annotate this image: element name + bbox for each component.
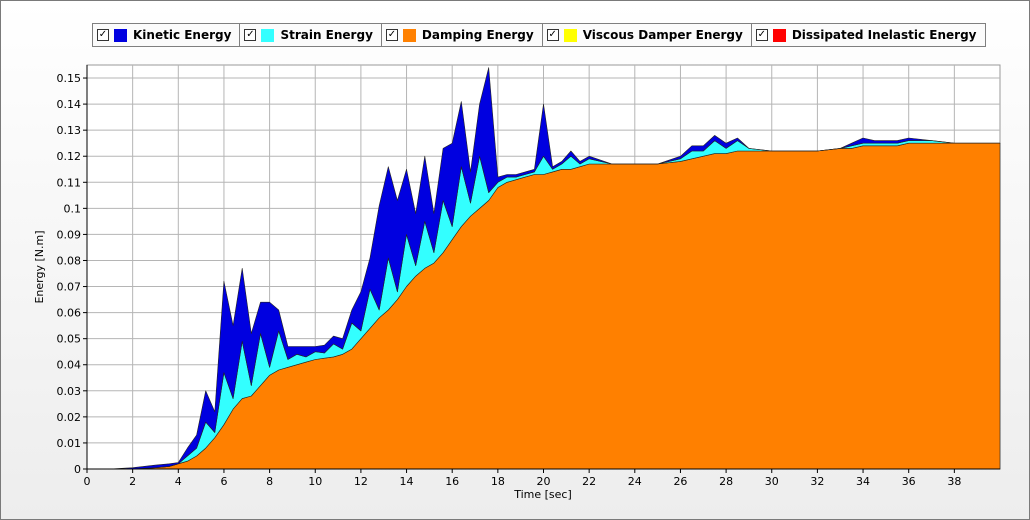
- x-tick-label: 0: [84, 475, 91, 488]
- legend-item-viscous-damper-energy[interactable]: ✓ Viscous Damper Energy: [543, 24, 752, 46]
- legend-item-kinetic-energy[interactable]: ✓ Kinetic Energy: [93, 24, 241, 46]
- x-tick-label: 34: [856, 475, 870, 488]
- checkbox-viscous-damper-energy[interactable]: ✓: [546, 29, 559, 41]
- x-tick-label: 26: [673, 475, 687, 488]
- y-tick-label: 0.07: [57, 281, 82, 294]
- x-tick-label: 4: [175, 475, 182, 488]
- x-tick-label: 30: [765, 475, 779, 488]
- x-tick-label: 8: [266, 475, 273, 488]
- swatch-damping-energy: [402, 28, 416, 42]
- x-tick-label: 2: [129, 475, 136, 488]
- x-tick-label: 36: [902, 475, 916, 488]
- y-tick-label: 0.03: [57, 385, 82, 398]
- area-kinetic-energy: [86, 67, 1001, 470]
- legend-label-dissipated-inelastic-energy: Dissipated Inelastic Energy: [791, 28, 977, 42]
- y-tick-label: 0.02: [57, 411, 82, 424]
- swatch-dissipated-inelastic-energy: [772, 28, 786, 42]
- x-tick-label: 12: [354, 475, 368, 488]
- axes: 0 2 4 6 8 10 12 14 16 18 20 22 24 26 28 30 32 34 36 3800.01…: [57, 65, 1000, 488]
- x-tick-label: 32: [810, 475, 824, 488]
- y-tick-label: 0.09: [57, 228, 82, 241]
- x-tick-label: 10: [308, 475, 322, 488]
- y-tick-label: 0.14: [57, 98, 82, 111]
- legend-label-damping-energy: Damping Energy: [421, 28, 534, 42]
- y-tick-label: 0.04: [57, 359, 82, 372]
- y-tick-label: 0.01: [57, 437, 82, 450]
- y-tick-label: 0.11: [57, 176, 82, 189]
- swatch-kinetic-energy: [114, 28, 127, 42]
- x-tick-label: 16: [445, 475, 459, 488]
- checkbox-dissipated-inelastic-energy[interactable]: ✓: [755, 29, 768, 41]
- legend-label-viscous-damper-energy: Viscous Damper Energy: [582, 28, 743, 42]
- y-tick-label: 0.13: [57, 124, 82, 137]
- legend-item-strain-energy[interactable]: ✓ Strain Energy: [240, 24, 382, 46]
- swatch-strain-energy: [261, 28, 275, 42]
- y-tick-label: 0.06: [57, 307, 82, 320]
- x-tick-label: 38: [947, 475, 961, 488]
- x-tick-label: 6: [220, 475, 227, 488]
- x-tick-label: 14: [400, 475, 414, 488]
- x-tick-label: 20: [537, 475, 551, 488]
- x-tick-label: 28: [719, 475, 733, 488]
- y-tick-label: 0.15: [57, 72, 82, 85]
- y-tick-label: 0.05: [57, 333, 82, 346]
- x-tick-label: 18: [491, 475, 505, 488]
- x-tick-label: 24: [628, 475, 642, 488]
- x-tick-label: 22: [582, 475, 596, 488]
- legend-label-kinetic-energy: Kinetic Energy: [133, 28, 232, 42]
- y-tick-label: 0.1: [64, 202, 82, 215]
- legend: ✓ Kinetic Energy ✓ Strain Energy ✓ Dampi…: [92, 23, 986, 47]
- legend-item-dissipated-inelastic-energy[interactable]: ✓ Dissipated Inelastic Energy: [752, 24, 985, 46]
- legend-label-strain-energy: Strain Energy: [280, 28, 373, 42]
- x-axis-title: Time [sec]: [513, 488, 572, 501]
- checkbox-damping-energy[interactable]: ✓: [385, 29, 398, 41]
- checkbox-strain-energy[interactable]: ✓: [244, 29, 257, 41]
- y-tick-label: 0.08: [57, 254, 82, 267]
- checkbox-kinetic-energy[interactable]: ✓: [97, 29, 109, 41]
- y-axis-title: Energy [N.m]: [33, 230, 46, 303]
- y-tick-label: 0: [74, 463, 81, 476]
- legend-item-damping-energy[interactable]: ✓ Damping Energy: [382, 24, 543, 46]
- y-tick-label: 0.12: [57, 150, 82, 163]
- swatch-viscous-damper-energy: [563, 28, 577, 42]
